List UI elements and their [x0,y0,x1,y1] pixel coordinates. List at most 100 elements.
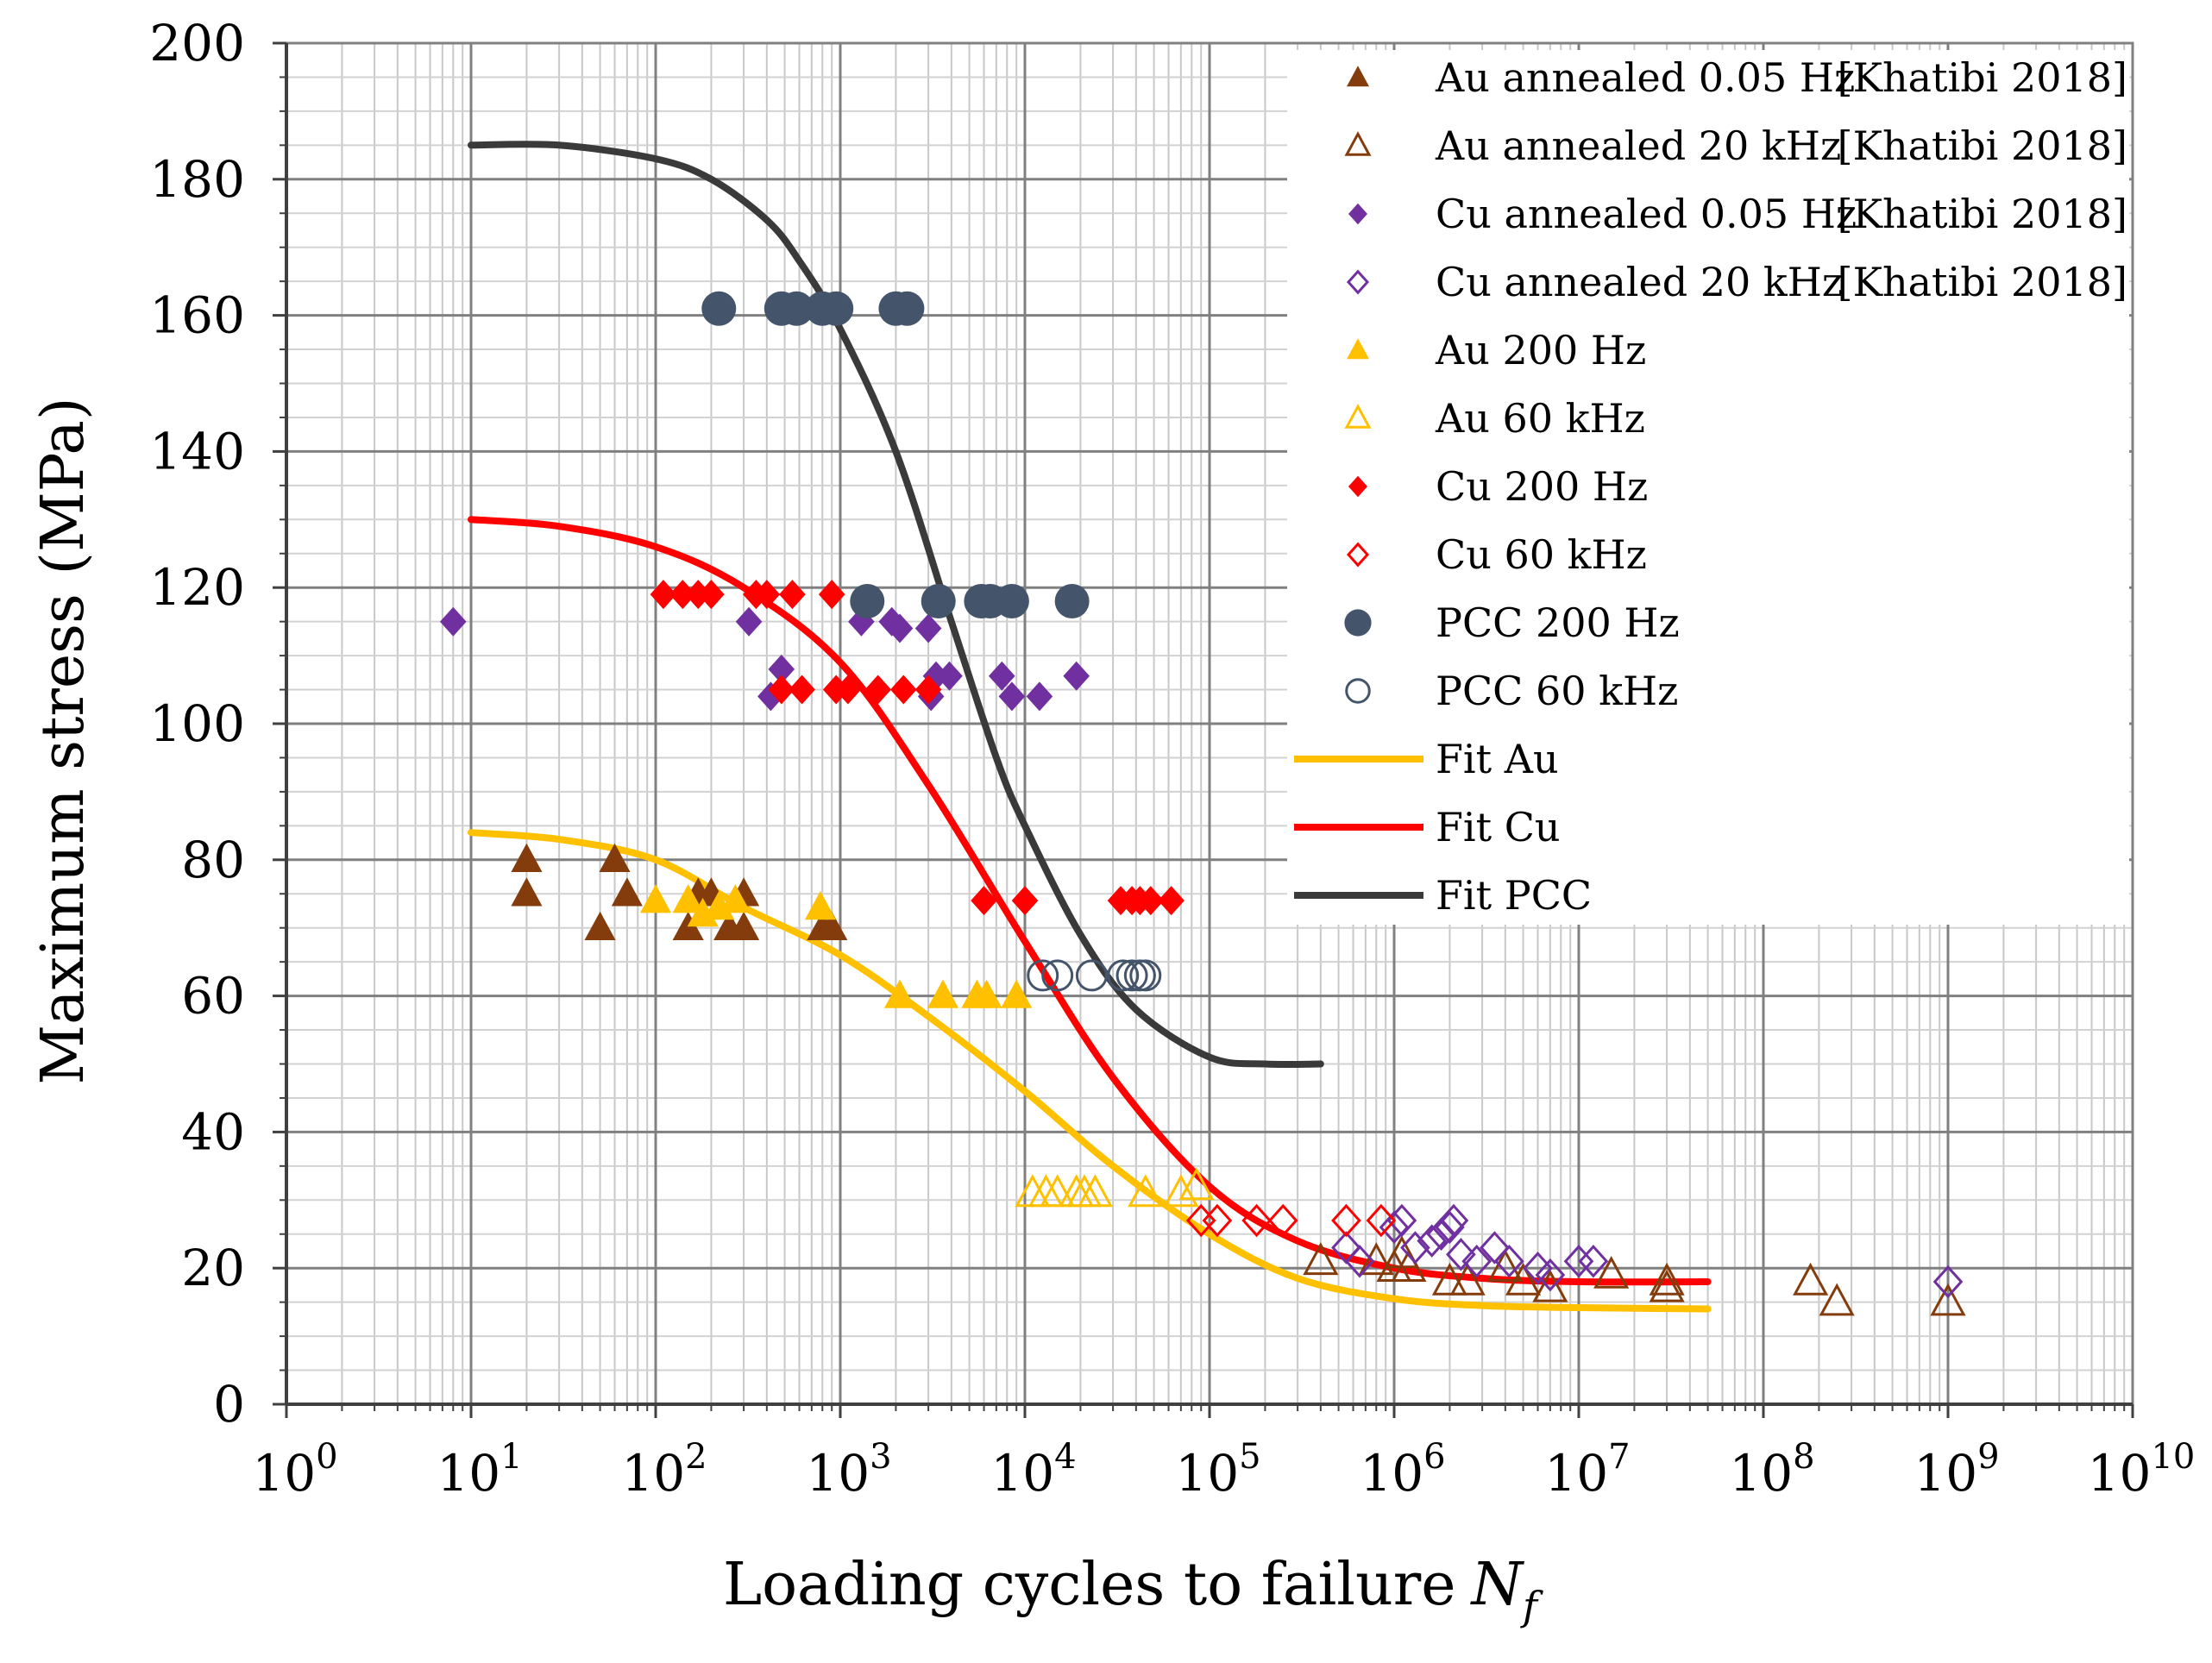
au-ann-20k-point [1505,1262,1542,1296]
cu-60k-point [1331,1203,1361,1238]
cu-200-point [669,580,696,610]
cu-200-point [818,580,845,610]
x-tick-exponent: 5 [1239,1437,1260,1477]
cu-200-point [890,675,917,705]
x-tick-label: 100 [252,1437,337,1503]
x-tick-label: 101 [437,1437,522,1503]
cu-200-point [834,675,862,705]
cu-60k-legend-label: Cu 60 kHz [1436,531,1647,578]
pcc-200-point [1054,583,1090,618]
cu-ann-20k-point [1344,1245,1375,1278]
y-tick-label: 80 [181,831,245,889]
au-60k-point [1178,1167,1215,1201]
x-tick-exponent: 8 [1793,1437,1814,1477]
cu-200-point [779,580,806,610]
au-60k-legend-label: Au 60 kHz [1435,395,1645,442]
x-tick-label: 1010 [2088,1437,2196,1503]
cu-ann-20k-point [1932,1265,1964,1299]
x-axis-label-symbol: N [1470,1551,1525,1619]
cu-200-legend-label: Cu 200 Hz [1436,463,1648,510]
cu-ann-005-legend-ref: [Khatibi 2018] [1838,191,2127,237]
au-ann-005-point [728,911,760,940]
au-200-legend-label: Au 200 Hz [1435,327,1646,373]
pcc-60k-point [1027,959,1059,992]
pcc-60k-point [1107,959,1140,992]
x-tick-label: 102 [621,1437,707,1503]
au-200-point [720,884,751,913]
fit-cu-legend-label: Fit Cu [1436,804,1561,850]
x-tick-label: 104 [990,1437,1076,1503]
au-200-point [1001,979,1033,1008]
pcc-200-point [850,583,885,618]
cu-200-point [650,580,677,610]
data-points [440,291,1966,1316]
cu-ann-005-point [440,606,467,637]
fit-cu-curve [468,516,1712,1286]
y-tick-label: 140 [149,422,245,480]
au-ann-005-legend-label: Au annealed 0.05 Hz [1435,54,1855,101]
y-tick-label: 20 [181,1239,245,1297]
pcc-60k-point [1129,959,1162,992]
x-tick-base: 10 [1729,1444,1793,1503]
au-200-point [672,884,704,913]
cu-ann-20k-point [1480,1231,1510,1265]
au-ann-20k-point [1303,1242,1339,1276]
cu-ann-005-legend-label: Cu annealed 0.05 Hz [1436,191,1857,237]
cu-ann-20k-point [1535,1258,1566,1292]
au-ann-20k-point [1391,1249,1427,1282]
fit-au-curve [468,829,1712,1313]
fit-au-legend-label: Fit Au [1436,736,1559,782]
au-ann-005-point [816,911,848,940]
au-ann-005-legend-ref: [Khatibi 2018] [1838,54,2127,101]
x-tick-label: 108 [1729,1437,1814,1503]
x-tick-base: 10 [252,1444,316,1503]
pcc-60k-point [1075,959,1108,992]
x-tick-exponent: 10 [2151,1437,2195,1477]
cu-ann-20k-point [1563,1245,1594,1278]
au-ann-005-point [511,877,543,907]
x-axis-label-text: Loading cycles to failure [723,1551,1456,1619]
cu-ann-20k-point [1494,1245,1524,1278]
x-tick-base: 10 [1544,1444,1608,1503]
au-200-point [927,979,959,1008]
au-ann-20k-point [1649,1262,1685,1296]
au-ann-005-point [584,911,616,940]
au-ann-20k-point [1431,1262,1468,1296]
x-tick-label: 105 [1175,1437,1260,1503]
cu-200-point [971,886,997,916]
cu-60k-point [1267,1203,1298,1238]
cu-200-point [698,580,725,610]
x-tick-base: 10 [1914,1444,1977,1503]
pcc-200-point [889,291,925,326]
au-200-point [640,884,671,913]
cu-200-point [1158,886,1185,916]
cu-ann-005-point [989,661,1015,691]
pcc-200-point [819,291,854,326]
plot-frame [273,41,2134,1418]
x-tick-exponent: 3 [870,1437,891,1477]
cu-ann-005-point [1026,681,1053,712]
cu-200-point [768,675,795,705]
pcc-60k-point [1115,959,1148,992]
au-200-point [804,891,836,920]
au-ann-005-point [611,877,643,907]
cu-ann-005-point [914,613,942,643]
x-tick-exponent: 6 [1423,1437,1445,1477]
y-tick-label: 60 [181,967,245,1026]
legend: Au annealed 0.05 Hz[Khatibi 2018]Au anne… [1294,54,2127,919]
pcc-200-legend-marker [1344,609,1372,637]
au-60k-point [1128,1174,1164,1208]
x-tick-exponent: 2 [685,1437,707,1477]
x-tick-exponent: 0 [316,1437,337,1477]
x-tick-label: 109 [1914,1437,1999,1503]
fit-pcc-curve [468,141,1324,1069]
y-tick-label: 200 [149,14,245,72]
x-tick-exponent: 4 [1054,1437,1076,1477]
cu-60k-point [1366,1203,1397,1238]
cu-200-point [789,675,815,705]
cu-200-point [753,580,781,610]
pcc-200-point [921,583,956,618]
fit-curves [468,141,1712,1313]
au-200-point [971,979,1002,1008]
